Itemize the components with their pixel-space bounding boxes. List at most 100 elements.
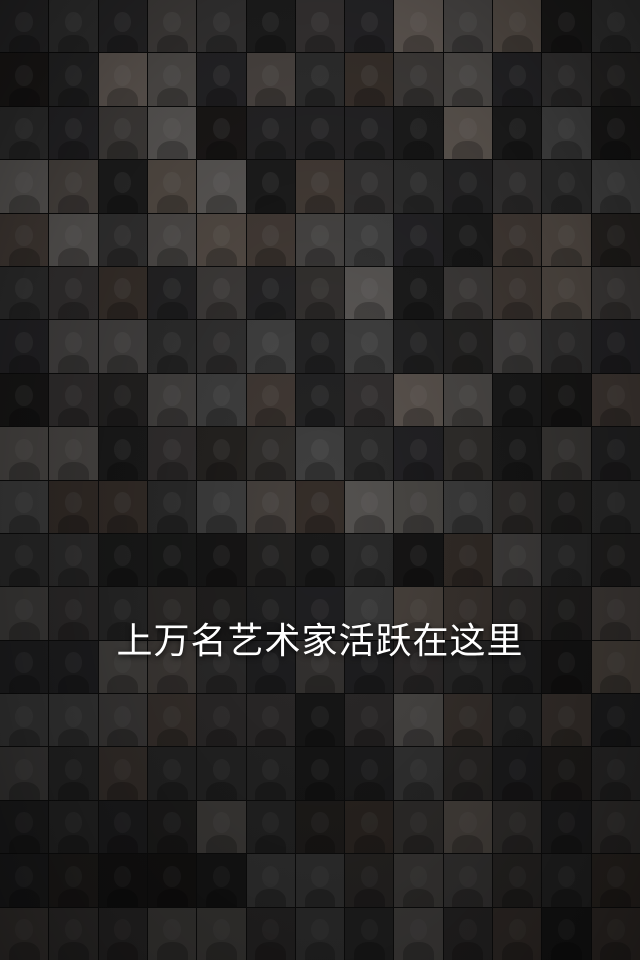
avatar: [49, 747, 98, 800]
avatar: [246, 800, 295, 854]
avatar: [345, 160, 394, 213]
avatar: [98, 320, 147, 373]
avatar: [542, 854, 591, 907]
avatar: [542, 106, 591, 160]
avatar: [98, 694, 147, 747]
avatar: [147, 373, 197, 427]
avatar: [443, 160, 493, 213]
avatar: [246, 694, 295, 747]
avatar: [295, 373, 345, 427]
avatar: [542, 907, 591, 960]
avatar: [246, 213, 295, 266]
avatar: [295, 480, 345, 533]
avatar: [345, 373, 394, 427]
avatar: [345, 427, 394, 480]
avatar: [542, 213, 591, 266]
avatar: [295, 213, 345, 266]
avatar: [443, 373, 493, 427]
avatar: [591, 160, 640, 213]
avatar: [49, 266, 98, 320]
avatar: [443, 320, 493, 373]
avatar: [147, 747, 197, 800]
avatar: [246, 160, 295, 213]
avatar: [443, 907, 493, 960]
avatar: [246, 0, 295, 53]
avatar: [49, 213, 98, 266]
avatar: [591, 53, 640, 106]
avatar: [98, 106, 147, 160]
avatar: [246, 53, 295, 106]
avatar: [542, 266, 591, 320]
avatar: [394, 854, 443, 907]
avatar: [443, 53, 493, 106]
avatar: [246, 106, 295, 160]
avatar: [98, 160, 147, 213]
avatar: [0, 694, 49, 747]
avatar: [98, 373, 147, 427]
avatar: [49, 427, 98, 480]
avatar: [197, 320, 246, 373]
avatar: [345, 0, 394, 53]
avatar: [0, 320, 49, 373]
avatar: [345, 694, 394, 747]
avatar: [493, 854, 542, 907]
avatar: [493, 0, 542, 53]
avatar: [98, 213, 147, 266]
avatar: [542, 747, 591, 800]
avatar: [0, 0, 49, 53]
avatar: [0, 53, 49, 106]
avatar: [98, 747, 147, 800]
avatar: [147, 907, 197, 960]
avatar: [345, 480, 394, 533]
avatar: [98, 854, 147, 907]
avatar: [443, 854, 493, 907]
avatar: [394, 213, 443, 266]
avatar: [542, 320, 591, 373]
avatar: [394, 160, 443, 213]
avatar: [443, 0, 493, 53]
avatar: [542, 427, 591, 480]
avatar: [542, 800, 591, 854]
avatar: [197, 373, 246, 427]
avatar: [147, 266, 197, 320]
avatar: [591, 533, 640, 587]
avatar: [0, 373, 49, 427]
avatar: [246, 854, 295, 907]
avatar: [197, 854, 246, 907]
avatar: [197, 0, 246, 53]
avatar: [345, 854, 394, 907]
avatar: [147, 0, 197, 53]
avatar: [246, 480, 295, 533]
avatar: [0, 533, 49, 587]
avatar: [49, 320, 98, 373]
avatar: [49, 694, 98, 747]
avatar: [49, 533, 98, 587]
avatar: [443, 213, 493, 266]
avatar: [49, 854, 98, 907]
avatar: [0, 106, 49, 160]
avatar: [246, 373, 295, 427]
avatar: [98, 480, 147, 533]
avatar: [493, 106, 542, 160]
avatar: [147, 800, 197, 854]
avatar: [295, 266, 345, 320]
avatar: [197, 533, 246, 587]
avatar: [147, 533, 197, 587]
avatar: [295, 427, 345, 480]
avatar: [295, 533, 345, 587]
avatar: [0, 480, 49, 533]
avatar: [394, 694, 443, 747]
avatar: [591, 427, 640, 480]
avatar: [49, 480, 98, 533]
avatar: [98, 800, 147, 854]
avatar: [493, 373, 542, 427]
avatar: [246, 266, 295, 320]
avatar: [591, 213, 640, 266]
avatar: [246, 533, 295, 587]
avatar: [542, 694, 591, 747]
avatar: [295, 747, 345, 800]
avatar: [49, 53, 98, 106]
avatar: [443, 747, 493, 800]
